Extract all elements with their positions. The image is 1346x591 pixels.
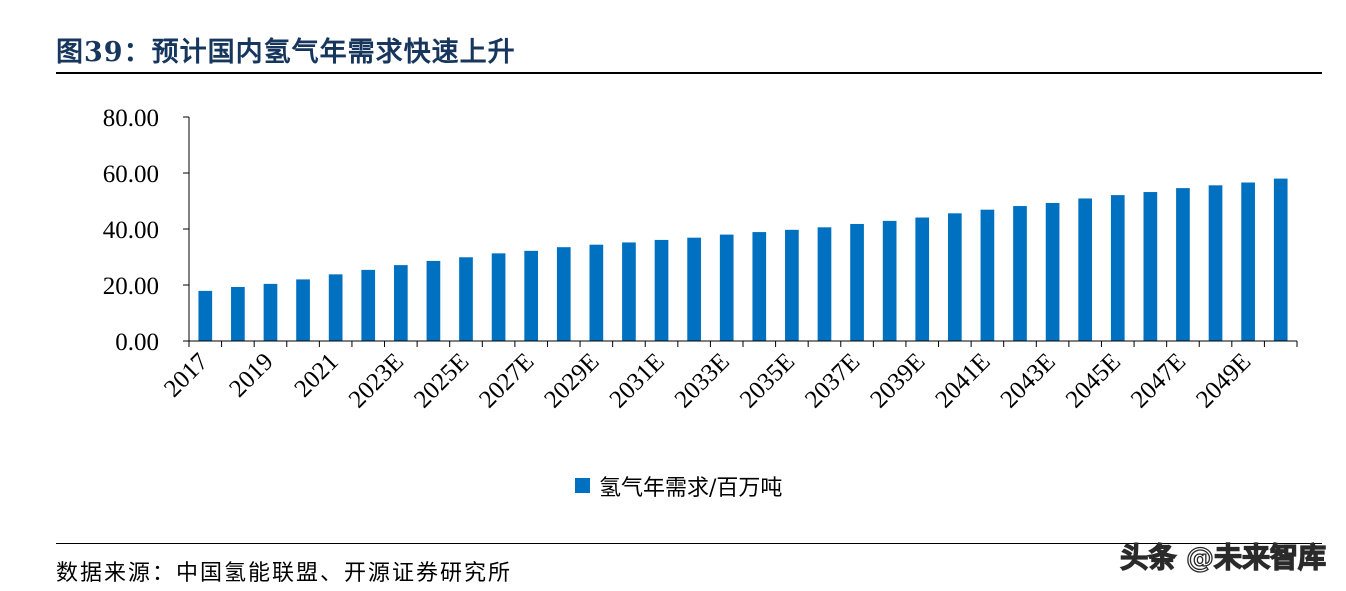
x-tick-label: 2023E (344, 348, 409, 413)
bar-2042E (1013, 206, 1027, 341)
bar-2024E (426, 260, 441, 341)
watermark: 头条 @未来智库 (1120, 540, 1327, 574)
bar-2033E (719, 234, 734, 341)
bar-2040E (947, 213, 962, 341)
legend: 氢气年需求/百万吨 (575, 476, 782, 501)
bar-2048E (1208, 185, 1223, 341)
bar-2035E (785, 229, 799, 341)
x-tick-label: 2037E (800, 348, 865, 413)
bar-2030E (622, 242, 636, 341)
bar-2045E (1110, 195, 1125, 341)
y-tick-label: 60.00 (103, 161, 159, 188)
x-tick-label: 2041E (930, 348, 995, 413)
y-tick-label: 40.00 (103, 217, 159, 244)
x-tick-label: 2019 (224, 348, 278, 402)
bar-2050E (1273, 178, 1288, 341)
bar-2034E (752, 232, 767, 341)
x-tick-label: 2045E (1061, 348, 1126, 413)
bar-2046E (1143, 192, 1158, 341)
bar-2025E (459, 257, 473, 341)
bar-2036E (817, 227, 832, 341)
x-tick-label: 2049E (1191, 348, 1256, 413)
legend-swatch (575, 478, 590, 493)
bar-2021 (328, 274, 343, 341)
bar-2037E (850, 223, 864, 341)
bar-2018 (231, 286, 245, 341)
x-tick-label: 2035E (735, 348, 800, 413)
x-tick-label: 2033E (670, 348, 735, 413)
x-tick-label: 2039E (865, 348, 930, 413)
x-tick-label: 2027E (474, 348, 539, 413)
x-tick-label: 2047E (1126, 348, 1191, 413)
legend-label: 氢气年需求/百万吨 (599, 476, 782, 501)
bar-2039E (915, 217, 930, 341)
x-tick-label: 2029E (539, 348, 604, 413)
bar-2029E (589, 244, 604, 341)
figure-title: 图39：预计国内氢气年需求快速上升 (56, 37, 516, 68)
bar-2044E (1078, 198, 1093, 341)
x-axis: 2017 2019 2021 2023E 2025E 2027E 2029E 2031E 203… (159, 340, 1298, 413)
x-tick-label: 2021 (289, 348, 343, 402)
y-tick-label: 0.00 (115, 329, 159, 356)
bar-2043E (1045, 202, 1060, 341)
bar-2031E (654, 239, 669, 341)
y-tick-label: 80.00 (103, 105, 159, 132)
bar-series (198, 178, 1288, 341)
title-rule (56, 72, 1322, 74)
bar-2020 (296, 279, 310, 341)
bar-2023E (393, 265, 408, 341)
bar-2049E (1241, 182, 1255, 341)
x-tick-label: 2025E (409, 348, 474, 413)
y-axis: 0.00 20.00 40.00 60.00 80.00 (103, 105, 190, 356)
bar-2028E (556, 247, 571, 341)
bar-2022 (361, 269, 376, 341)
bar-2026E (491, 253, 506, 341)
bar-2017 (198, 290, 213, 341)
source-note: 数据来源：中国氢能联盟、开源证券研究所 (56, 561, 513, 586)
bar-2041E (980, 209, 995, 341)
source-rule (56, 543, 1322, 544)
bar-2019 (263, 283, 278, 341)
bar-2027E (524, 250, 539, 341)
bar-2032E (687, 237, 701, 341)
x-tick-label: 2043E (996, 348, 1061, 413)
y-tick-label: 20.00 (103, 273, 159, 300)
x-tick-label: 2031E (605, 348, 670, 413)
x-tick-label: 2017 (159, 348, 213, 402)
bar-2038E (882, 220, 897, 341)
bar-2047E (1176, 188, 1190, 341)
